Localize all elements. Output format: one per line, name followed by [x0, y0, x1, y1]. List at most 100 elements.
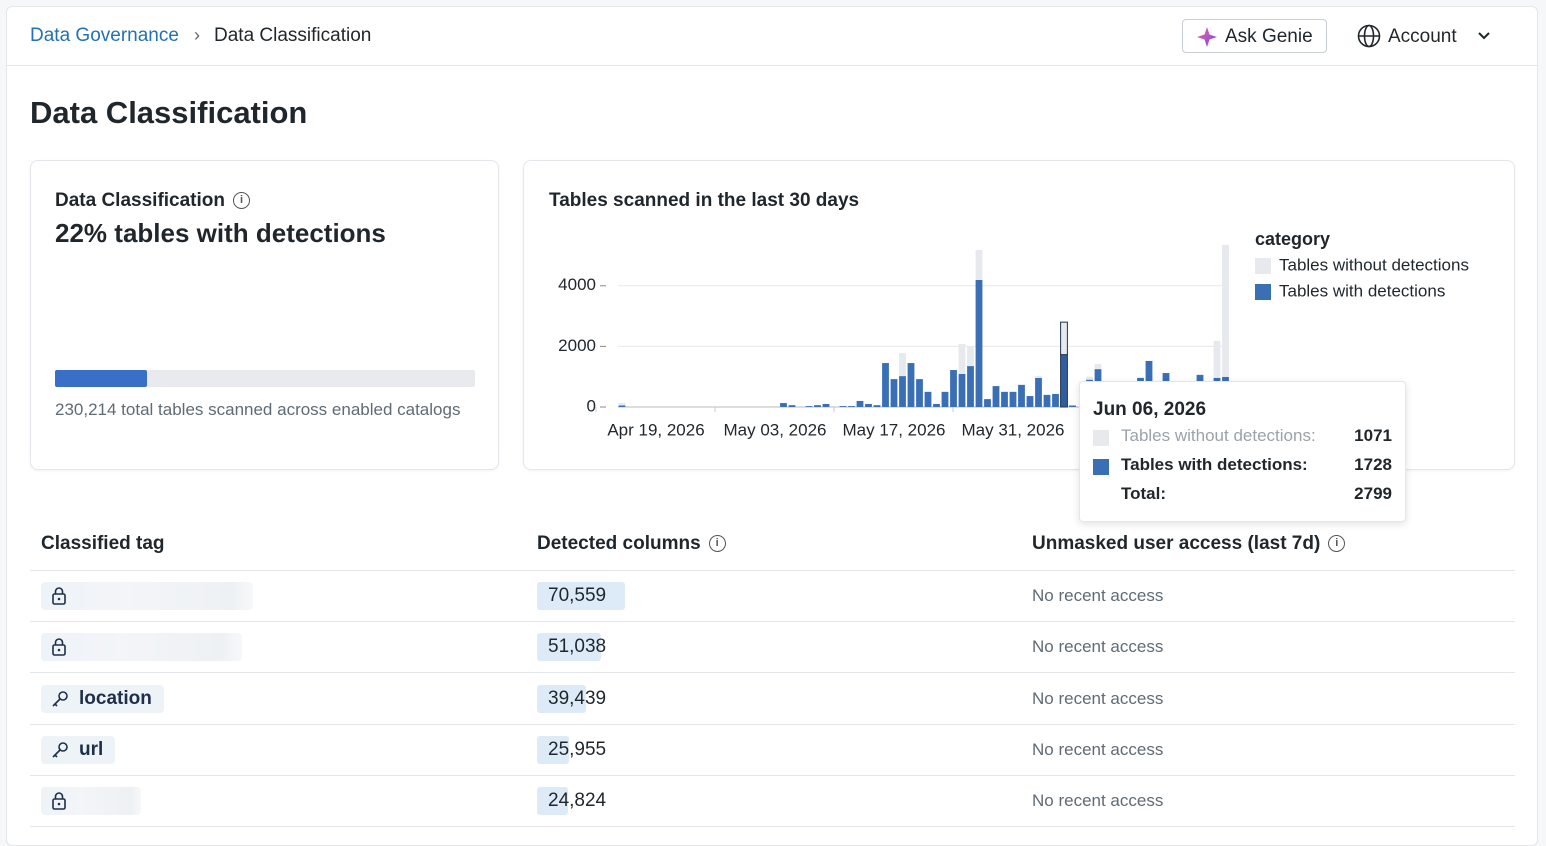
share-label: 22% — [55, 218, 108, 248]
access-text: No recent access — [1032, 586, 1164, 605]
bar — [1213, 340, 1221, 378]
ask-genie-button[interactable]: Ask Genie — [1182, 19, 1327, 53]
tooltip-swatch — [1093, 430, 1109, 446]
column-header-text: Classified tag — [41, 533, 165, 554]
summary-title-text: Data Classification — [55, 190, 225, 211]
info-icon[interactable]: i — [233, 192, 250, 210]
tooltip-value: 1728 — [1354, 455, 1392, 474]
row-divider — [30, 775, 1515, 776]
legend-swatch — [1255, 284, 1271, 300]
chart-title: Tables scanned in the last 30 days — [549, 190, 859, 211]
bar — [907, 363, 915, 407]
progress-fill — [55, 370, 148, 387]
bar — [899, 376, 906, 407]
chart-card: Tables scanned in the last 30 days categ… — [523, 160, 1515, 470]
tag-pill: location — [41, 685, 164, 713]
tooltip-value: 1071 — [1354, 426, 1392, 445]
bar — [1009, 391, 1017, 407]
breadcrumb-sep: › — [194, 25, 200, 45]
chart: Tables scanned in the last 30 days categ… — [549, 190, 1469, 439]
access-text: No recent access — [1032, 637, 1164, 656]
row-divider — [30, 621, 1515, 622]
bar — [873, 405, 881, 407]
bar — [1086, 376, 1093, 380]
bar — [865, 403, 872, 407]
column-count: 25,955 — [548, 739, 607, 760]
column-bar — [537, 736, 570, 764]
y-tick-label: 2000 — [558, 336, 596, 355]
bar — [788, 405, 796, 407]
bar — [924, 391, 932, 407]
x-tick-label: May 03, 2026 — [723, 420, 826, 439]
tag-name: location — [79, 688, 152, 709]
bar — [856, 400, 864, 407]
bar — [1018, 384, 1025, 407]
x-tick-label: May 17, 2026 — [842, 420, 945, 439]
tooltip-total: 2799 — [1354, 484, 1392, 503]
row-divider — [30, 570, 1515, 571]
tag-pill — [41, 582, 253, 610]
column-count: 39,439 — [548, 688, 607, 709]
tag-pill — [41, 633, 242, 661]
legend-swatch — [1255, 258, 1271, 274]
bar — [848, 406, 855, 407]
progress-track — [55, 370, 475, 387]
bar — [933, 403, 940, 407]
bar — [780, 403, 787, 407]
x-tick-label: May 31, 2026 — [961, 420, 1064, 439]
column-bar — [537, 582, 625, 610]
bar — [1043, 394, 1051, 407]
bar — [1052, 393, 1059, 407]
tooltip-swatch — [1093, 459, 1109, 475]
breadcrumb-current: Data Classification — [214, 25, 372, 46]
globe-icon — [1357, 24, 1381, 48]
bar — [1060, 354, 1068, 408]
tooltip-label: Tables with detections: — [1121, 455, 1308, 474]
bar — [1069, 405, 1076, 407]
bar — [950, 370, 957, 407]
y-tick-label: 0 — [587, 396, 596, 415]
chevron — [1478, 32, 1490, 40]
bar — [967, 366, 974, 407]
bar — [890, 379, 898, 407]
bar — [618, 403, 626, 406]
bar — [975, 280, 983, 407]
lock-icon — [52, 587, 66, 605]
info-icon[interactable]: i — [1328, 535, 1346, 553]
bar — [899, 353, 906, 377]
bar — [916, 379, 923, 407]
lock-icon — [52, 638, 66, 656]
bar — [839, 406, 847, 407]
headline-text: tables with detections — [114, 218, 386, 248]
tag-pill: url — [41, 736, 116, 764]
column-header: Unmasked user access (last 7d) i — [1032, 533, 1346, 555]
account-menu[interactable]: Account — [1357, 22, 1497, 52]
column-bar — [537, 633, 601, 661]
bar — [1060, 321, 1068, 356]
legend-title: category — [1255, 229, 1330, 249]
bar — [822, 403, 830, 407]
bar — [941, 391, 949, 407]
bar — [958, 343, 966, 374]
key-icon — [52, 742, 68, 758]
bar — [1035, 376, 1042, 378]
summary-card: Data Classification i 22% tables with det… — [30, 160, 499, 470]
bar — [1094, 363, 1102, 370]
x-tick-label: Apr 19, 2026 — [607, 420, 704, 439]
row-divider — [30, 672, 1515, 673]
key-icon — [52, 691, 68, 707]
info-icon[interactable]: i — [708, 535, 726, 553]
bar — [992, 386, 1000, 407]
bar — [1222, 244, 1229, 377]
bar — [958, 373, 966, 407]
breadcrumb-parent[interactable]: Data Governance — [30, 25, 179, 46]
legend-label: Tables with detections — [1279, 281, 1445, 300]
column-count: 51,038 — [548, 636, 607, 657]
row-divider — [30, 826, 1515, 827]
ask-genie-label: Ask Genie — [1225, 26, 1313, 47]
bar — [805, 406, 813, 407]
bar — [1026, 396, 1034, 407]
summary-headline: 22% tables with detections — [55, 218, 386, 249]
summary-title: Data Classification i — [55, 190, 250, 212]
column-count: 24,824 — [548, 790, 607, 811]
